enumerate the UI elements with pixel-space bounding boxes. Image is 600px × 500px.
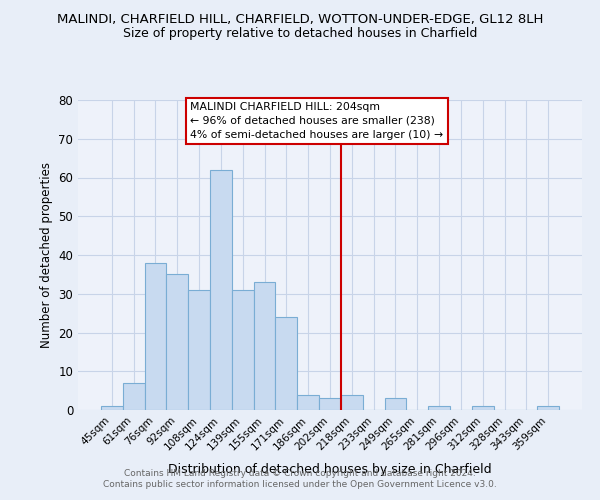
Bar [254, 282, 275, 410]
Text: Size of property relative to detached houses in Charfield: Size of property relative to detached ho… [123, 28, 477, 40]
Bar [297, 394, 319, 410]
Bar [537, 406, 559, 410]
Bar [166, 274, 188, 410]
Bar [341, 394, 363, 410]
Text: MALINDI, CHARFIELD HILL, CHARFIELD, WOTTON-UNDER-EDGE, GL12 8LH: MALINDI, CHARFIELD HILL, CHARFIELD, WOTT… [57, 12, 543, 26]
Bar [145, 263, 166, 410]
Bar [472, 406, 494, 410]
Bar [188, 290, 210, 410]
X-axis label: Distribution of detached houses by size in Charfield: Distribution of detached houses by size … [168, 463, 492, 476]
Y-axis label: Number of detached properties: Number of detached properties [40, 162, 53, 348]
Bar [428, 406, 450, 410]
Text: Contains public sector information licensed under the Open Government Licence v3: Contains public sector information licen… [103, 480, 497, 489]
Bar [123, 383, 145, 410]
Bar [385, 398, 406, 410]
Bar [101, 406, 123, 410]
Text: MALINDI CHARFIELD HILL: 204sqm
← 96% of detached houses are smaller (238)
4% of : MALINDI CHARFIELD HILL: 204sqm ← 96% of … [190, 102, 443, 140]
Bar [210, 170, 232, 410]
Text: Contains HM Land Registry data © Crown copyright and database right 2024.: Contains HM Land Registry data © Crown c… [124, 468, 476, 477]
Bar [319, 398, 341, 410]
Bar [275, 317, 297, 410]
Bar [232, 290, 254, 410]
